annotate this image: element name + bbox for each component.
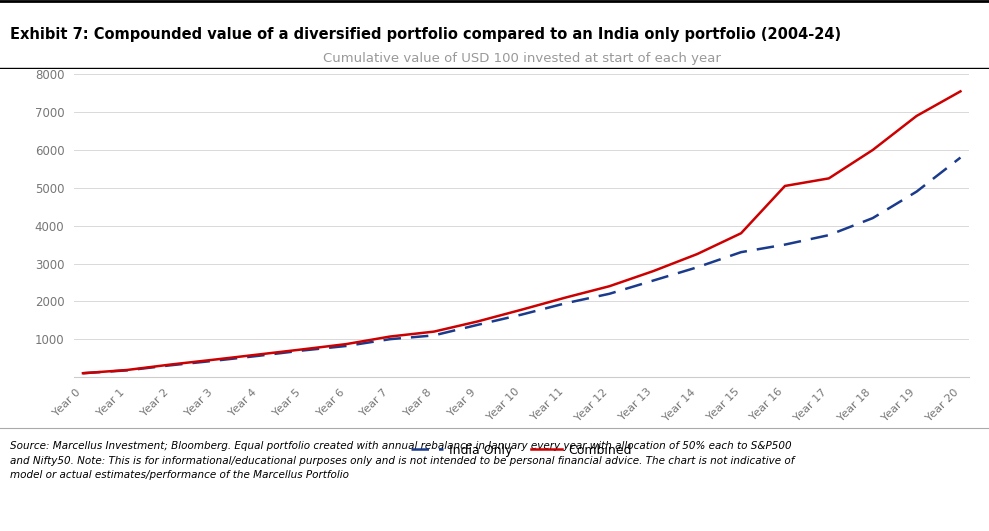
Text: Exhibit 7: Compounded value of a diversified portfolio compared to an India only: Exhibit 7: Compounded value of a diversi… xyxy=(10,27,841,42)
Legend: India Only, Combined: India Only, Combined xyxy=(406,439,637,461)
Text: Source: Marcellus Investment; Bloomberg. Equal portfolio created with annual reb: Source: Marcellus Investment; Bloomberg.… xyxy=(10,441,794,481)
Text: Cumulative value of USD 100 invested at start of each year: Cumulative value of USD 100 invested at … xyxy=(322,52,721,65)
